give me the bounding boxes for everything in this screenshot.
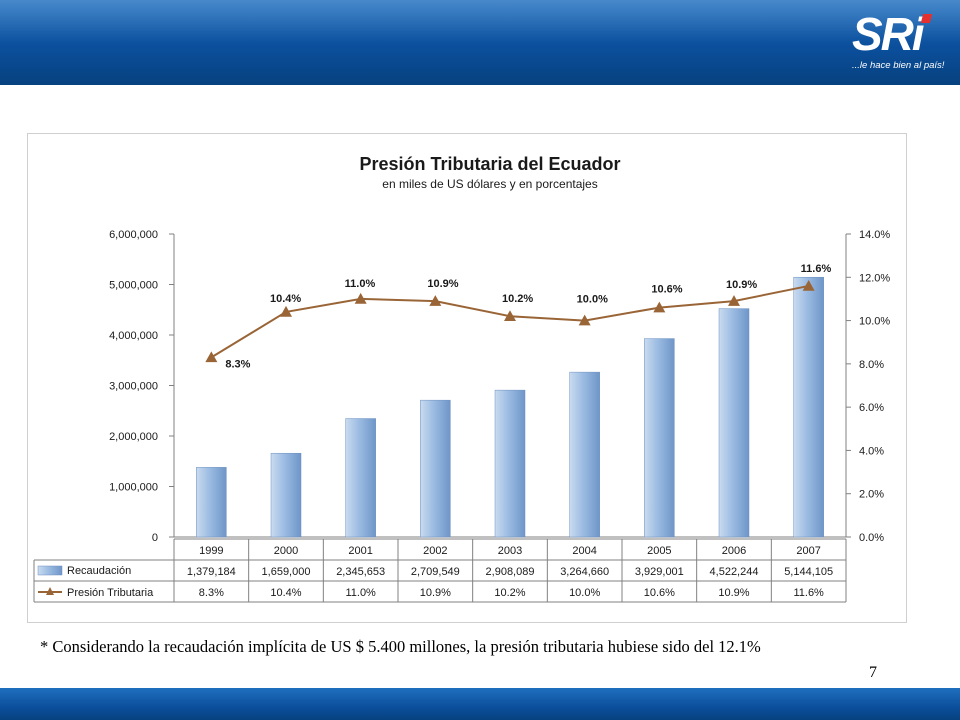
table-cell-presion: 10.2% [494, 587, 525, 599]
table-cell-recaudacion: 1,379,184 [187, 566, 236, 578]
table-cell-recaudacion: 1,659,000 [262, 566, 311, 578]
line-marker-triangle [429, 295, 442, 306]
table-cell-recaudacion: 2,709,549 [411, 566, 460, 578]
chart-subtitle: en miles de US dólares y en porcentajes [382, 177, 597, 191]
chart-svg: Presión Tributaria del Ecuador en miles d… [33, 154, 890, 603]
line-marker-triangle [802, 279, 815, 291]
line-data-label: 10.4% [270, 293, 301, 305]
legend-key-bar [37, 565, 63, 576]
x-category-label: 2003 [498, 545, 522, 557]
table-cell-recaudacion: 2,345,653 [336, 566, 385, 578]
header-bar: SRi ...le hace bien al país! [0, 0, 960, 85]
line-marker-triangle [354, 292, 367, 304]
y-left-tick-label: 2,000,000 [109, 431, 158, 443]
y-right-tick-label: 4.0% [859, 445, 884, 457]
bar-recaudacion [345, 418, 376, 538]
y-right-tick-label: 12.0% [859, 272, 890, 284]
table-cell-presion: 11.0% [345, 587, 376, 599]
table-cell-recaudacion: 5,144,105 [784, 566, 833, 578]
bar-recaudacion [793, 276, 824, 538]
logo-text: SRi [852, 8, 925, 60]
x-category-label: 2006 [722, 545, 746, 557]
line-data-label: 10.9% [726, 279, 757, 291]
x-category-label: 2005 [647, 545, 671, 557]
line-data-label: 10.6% [651, 284, 682, 296]
line-marker-triangle [280, 305, 292, 317]
line-marker-triangle [728, 295, 740, 306]
logo-dot-icon [920, 14, 933, 23]
page-number: 7 [869, 664, 877, 681]
x-category-label: 2002 [423, 545, 447, 557]
line-data-label: 10.2% [502, 293, 533, 305]
line-data-label: 10.0% [577, 294, 608, 306]
table-cell-presion: 11.6% [793, 587, 824, 599]
y-right-tick-label: 6.0% [859, 402, 884, 414]
table-cell-presion: 10.4% [270, 587, 301, 599]
table-cell-presion: 10.6% [644, 587, 675, 599]
logo-slogan: ...le hace bien al país! [852, 60, 945, 71]
bar-recaudacion [420, 399, 451, 538]
y-right-tick-label: 14.0% [859, 229, 890, 241]
legend-label-recaudacion: Recaudación [67, 565, 131, 577]
sri-logo: SRi ...le hace bien al país! [852, 8, 944, 80]
x-category-label: 2000 [274, 545, 298, 557]
y-left-tick-label: 4,000,000 [109, 330, 158, 342]
bar-recaudacion [644, 338, 675, 538]
line-data-label: 8.3% [225, 358, 250, 370]
y-left-tick-label: 5,000,000 [109, 280, 158, 292]
table-cell-recaudacion: 3,929,001 [635, 566, 684, 578]
y-right-tick-label: 2.0% [859, 489, 884, 501]
x-category-label: 1999 [199, 545, 223, 557]
y-left-tick-label: 0 [152, 532, 158, 544]
table-cell-recaudacion: 4,522,244 [710, 566, 759, 578]
chart-frame: Presión Tributaria del Ecuador en miles d… [27, 133, 907, 623]
table-cell-presion: 10.0% [569, 587, 600, 599]
line-data-label: 11.6% [801, 263, 832, 275]
y-left-tick-label: 6,000,000 [109, 229, 158, 241]
bar-recaudacion [569, 371, 600, 538]
x-category-label: 2001 [348, 545, 372, 557]
bar-recaudacion [270, 452, 302, 538]
y-left-tick-label: 3,000,000 [109, 381, 158, 393]
footnote: * Considerando la recaudación implícita … [40, 637, 761, 656]
header-sheen [0, 0, 960, 42]
y-left-tick-label: 1,000,000 [109, 482, 158, 494]
table-cell-presion: 8.3% [199, 587, 224, 599]
table-cell-recaudacion: 3,264,660 [560, 566, 609, 578]
bar-recaudacion [494, 389, 526, 538]
y-right-tick-label: 0.0% [859, 532, 884, 544]
table-cell-recaudacion: 2,908,089 [486, 566, 535, 578]
legend-label-presion: Presión Tributaria [67, 587, 154, 599]
line-marker-triangle [578, 314, 591, 326]
line-marker-triangle [205, 351, 218, 363]
line-marker-triangle [653, 301, 666, 313]
y-right-tick-label: 8.0% [859, 359, 884, 371]
bar-recaudacion [718, 308, 750, 538]
table-cell-presion: 10.9% [718, 587, 749, 599]
chart-title: Presión Tributaria del Ecuador [359, 154, 620, 174]
line-data-label: 11.0% [345, 278, 376, 290]
table-cell-presion: 10.9% [420, 587, 451, 599]
x-category-label: 2007 [796, 545, 820, 557]
line-data-label: 10.9% [427, 278, 458, 290]
footer-bar [0, 688, 960, 720]
bar-recaudacion [196, 467, 227, 538]
line-marker-triangle [504, 310, 516, 322]
x-category-label: 2004 [572, 545, 596, 557]
y-right-tick-label: 10.0% [859, 316, 890, 328]
legend-key-triangle [46, 587, 54, 595]
